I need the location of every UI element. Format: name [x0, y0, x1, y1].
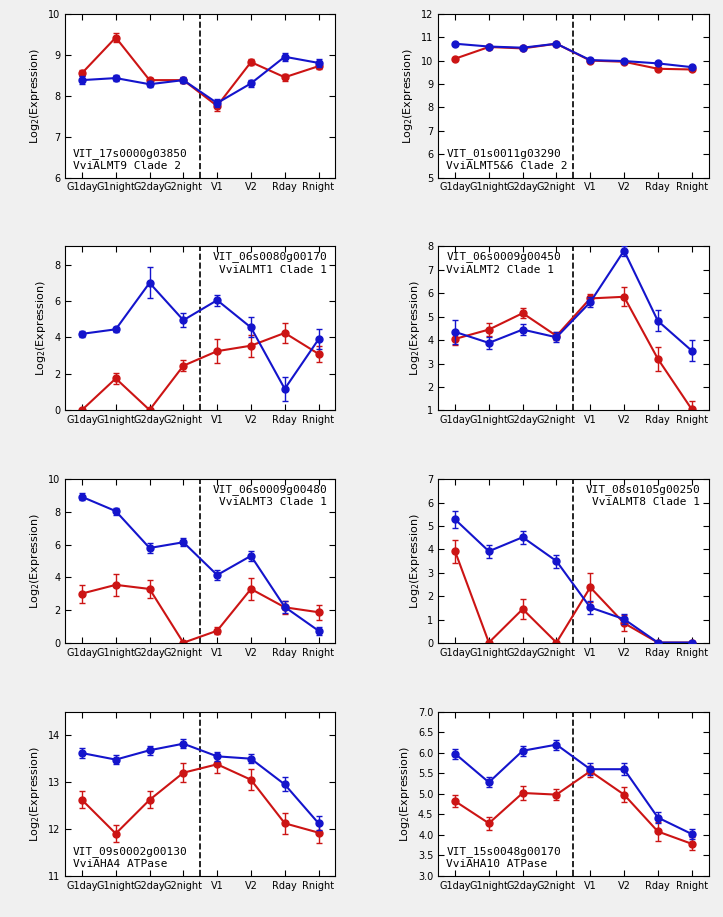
Text: VIT_06s0080g00170
VviALMT1 Clade 1: VIT_06s0080g00170 VviALMT1 Clade 1 [213, 251, 328, 275]
Y-axis label: Log$_2$(Expression): Log$_2$(Expression) [28, 746, 42, 842]
Y-axis label: Log$_2$(Expression): Log$_2$(Expression) [408, 281, 422, 376]
Text: VIT_15s0048g00170
VviAHA10 ATPase: VIT_15s0048g00170 VviAHA10 ATPase [446, 845, 561, 869]
Text: VIT_01s0011g03290
VviALMT5&6 Clade 2: VIT_01s0011g03290 VviALMT5&6 Clade 2 [446, 148, 568, 171]
Text: VIT_06s0009g00480
VviALMT3 Clade 1: VIT_06s0009g00480 VviALMT3 Clade 1 [213, 484, 328, 507]
Y-axis label: Log$_2$(Expression): Log$_2$(Expression) [398, 746, 412, 842]
Text: VIT_17s0000g03850
VviALMT9 Clade 2: VIT_17s0000g03850 VviALMT9 Clade 2 [73, 148, 188, 171]
Y-axis label: Log$_2$(Expression): Log$_2$(Expression) [28, 514, 43, 609]
Y-axis label: Log$_2$(Expression): Log$_2$(Expression) [35, 281, 48, 376]
Text: VIT_06s0009g00450
VviALMT2 Clade 1: VIT_06s0009g00450 VviALMT2 Clade 1 [446, 251, 561, 275]
Text: VIT_09s0002g00130
VviAHA4 ATPase: VIT_09s0002g00130 VviAHA4 ATPase [73, 845, 188, 869]
Y-axis label: Log$_2$(Expression): Log$_2$(Expression) [28, 48, 43, 144]
Text: VIT_08s0105g00250
VviALMT8 Clade 1: VIT_08s0105g00250 VviALMT8 Clade 1 [586, 484, 701, 507]
Y-axis label: Log$_2$(Expression): Log$_2$(Expression) [401, 48, 416, 144]
Y-axis label: Log$_2$(Expression): Log$_2$(Expression) [408, 514, 422, 609]
